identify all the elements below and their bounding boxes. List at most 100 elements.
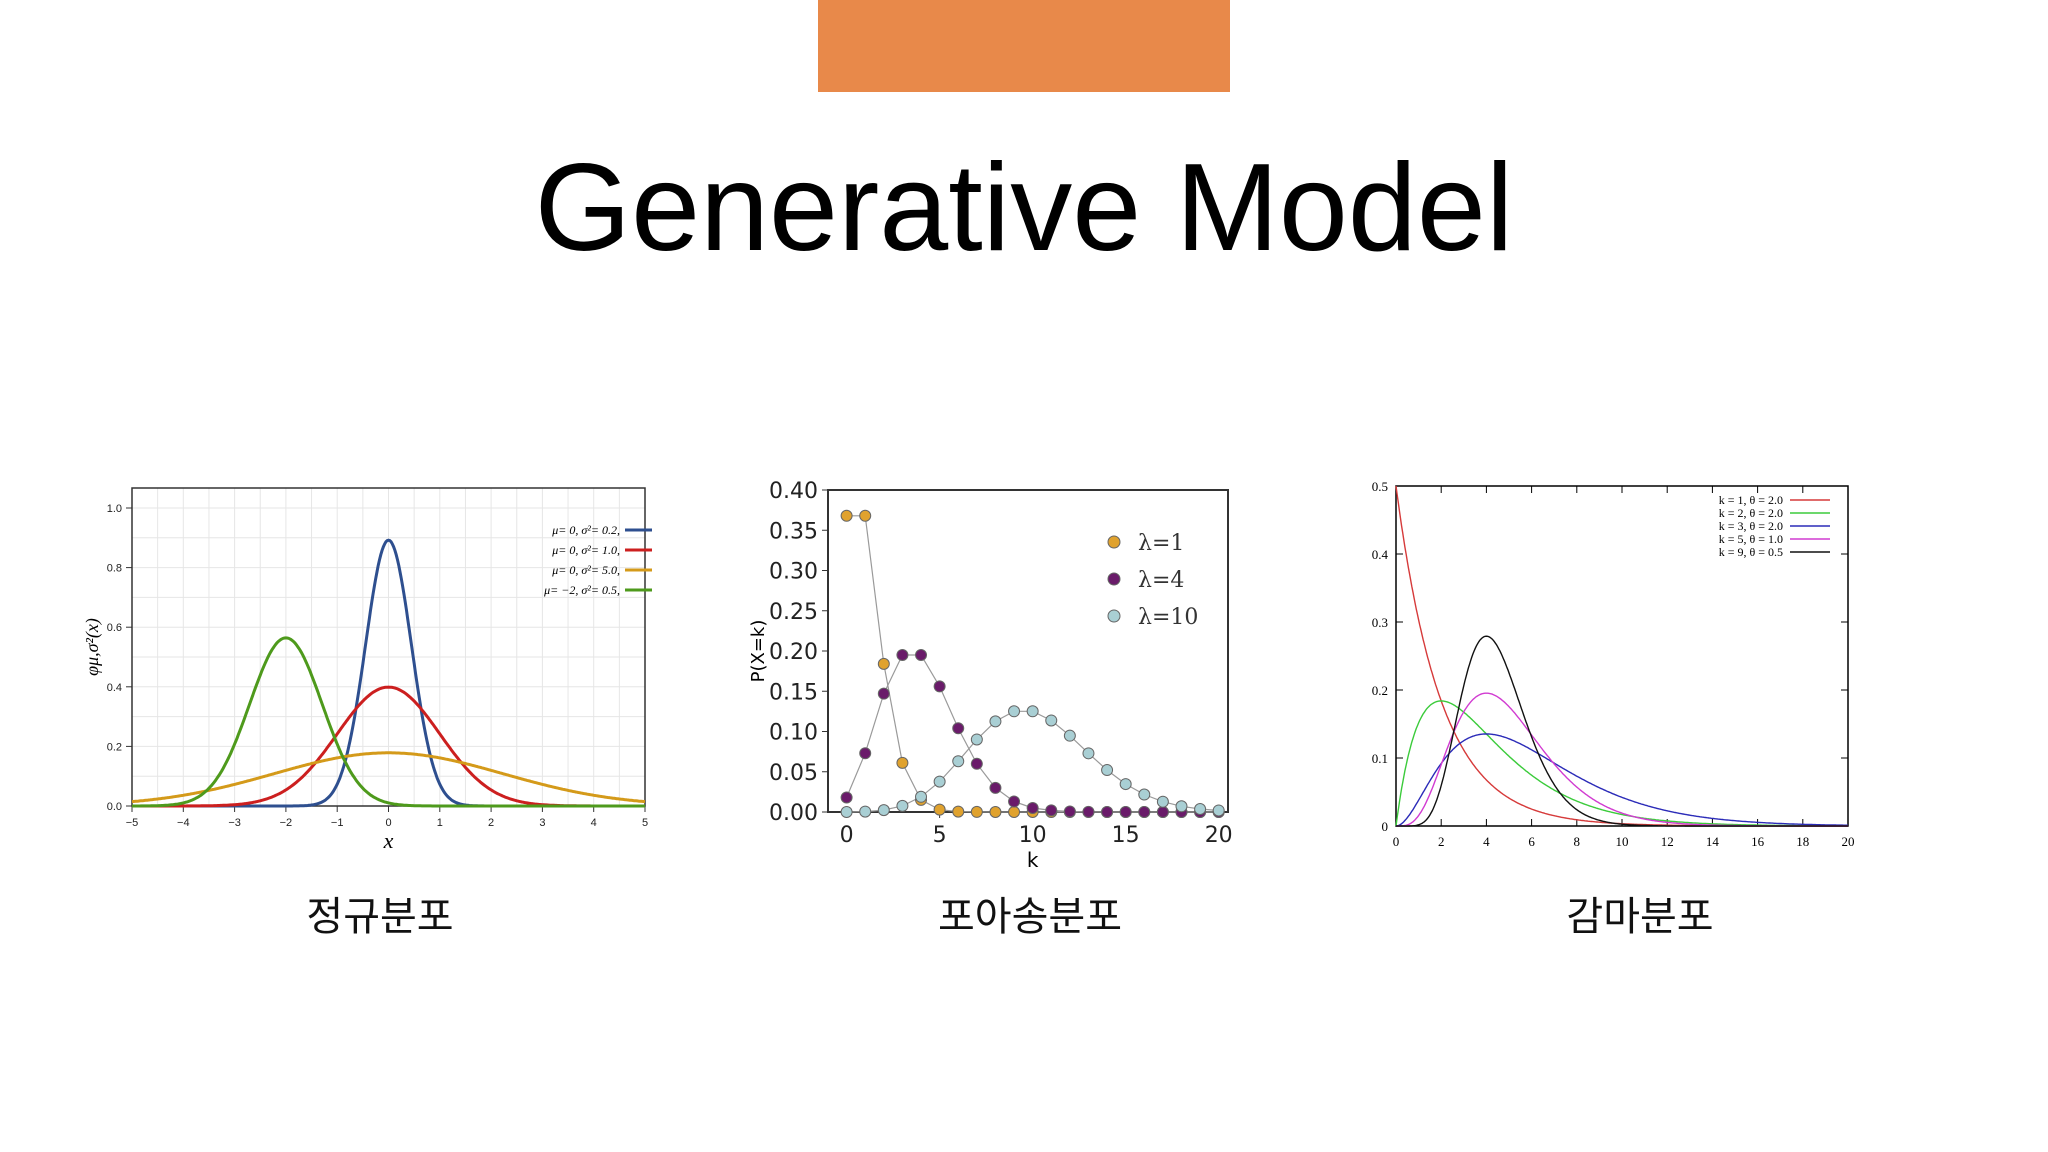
- series-curve: [1395, 700, 1848, 827]
- y-tick-label: 0.35: [769, 519, 818, 544]
- y-tick-label: 0.4: [1372, 547, 1389, 562]
- legend-label: λ=1: [1138, 531, 1184, 556]
- y-tick-label: 0.1: [1372, 751, 1388, 766]
- x-tick-label: 16: [1751, 834, 1765, 849]
- y-tick-label: 0.0: [107, 801, 122, 813]
- y-tick-label: 0.15: [769, 680, 818, 705]
- data-point: [989, 715, 1002, 728]
- normal-distribution-chart: −5 −4 −3 −2 −1 0 1 2 3 4 5 0.0 0.2 0.4 0.6 0.8 1.0 x φμ,σ²…: [80, 478, 670, 858]
- data-point: [933, 775, 946, 788]
- x-tick-label: 18: [1796, 834, 1809, 849]
- data-point: [970, 757, 983, 770]
- data-point: [1082, 805, 1095, 818]
- legend-label: k = 2, θ = 2.0: [1719, 506, 1783, 520]
- series-curve: [131, 751, 646, 804]
- caption-gamma: 감마분포: [1566, 894, 1714, 940]
- y-axis-label: φμ,σ²(x): [82, 618, 103, 676]
- data-point: [1008, 795, 1021, 808]
- data-point: [970, 805, 983, 818]
- y-tick-label: 0.5: [1372, 479, 1388, 494]
- legend-label: λ=4: [1138, 568, 1184, 593]
- data-point: [1119, 806, 1132, 818]
- data-point: [859, 747, 872, 760]
- y-tick-label: 0.40: [769, 479, 818, 504]
- x-tick-label: −2: [280, 817, 293, 829]
- data-point: [1045, 804, 1058, 817]
- data-point: [989, 781, 1002, 794]
- data-point: [1026, 801, 1039, 814]
- x-tick-label: −5: [126, 817, 139, 829]
- data-point: [1063, 805, 1076, 818]
- legend-label: k = 5, θ = 1.0: [1719, 532, 1783, 546]
- data-point: [915, 649, 928, 662]
- caption-normal: 정규분포: [306, 894, 454, 940]
- x-tick-label: 14: [1706, 834, 1720, 849]
- legend-label: μ= 0, σ²= 1.0,: [551, 543, 620, 557]
- x-axis-label: k: [1027, 848, 1039, 870]
- data-point: [1101, 764, 1114, 777]
- x-tick-label: 20: [1842, 834, 1855, 849]
- x-tick-label: 4: [591, 817, 597, 829]
- caption-poisson: 포아송분포: [938, 894, 1122, 940]
- y-tick-label: 0.4: [107, 682, 122, 694]
- x-tick-label: 1: [437, 817, 443, 829]
- data-point: [1138, 788, 1151, 801]
- data-point: [989, 806, 1002, 818]
- data-point: [877, 657, 890, 670]
- data-point: [1063, 729, 1076, 742]
- x-tick-label: 8: [1574, 834, 1581, 849]
- data-point: [952, 755, 965, 768]
- data-point: [1045, 714, 1058, 727]
- slide-title: Generative Model: [534, 139, 1514, 277]
- data-point: [1119, 778, 1132, 791]
- y-tick-label: 0.6: [107, 622, 122, 634]
- x-tick-label: 4: [1483, 834, 1490, 849]
- data-point: [896, 799, 909, 812]
- legend-label: μ= 0, σ²= 5.0,: [551, 563, 620, 577]
- y-tick-label: 0.05: [769, 761, 818, 786]
- y-tick-label: 0.8: [107, 563, 122, 575]
- data-point: [877, 687, 890, 700]
- legend-label: μ= −2, σ²= 0.5,: [543, 583, 620, 597]
- y-tick-label: 0.2: [107, 741, 122, 753]
- x-tick-label: 20: [1205, 823, 1233, 848]
- data-point: [1008, 705, 1021, 718]
- x-tick-label: 5: [933, 823, 947, 848]
- y-tick-label: 0.30: [769, 560, 818, 585]
- legend-label: λ=10: [1138, 605, 1198, 630]
- data-point: [877, 804, 890, 817]
- x-tick-label: 3: [539, 817, 545, 829]
- data-point: [1082, 747, 1095, 760]
- x-tick-label: 10: [1616, 834, 1629, 849]
- data-point: [952, 722, 965, 735]
- y-tick-label: 0: [1382, 819, 1389, 834]
- series-curve: [1395, 733, 1848, 827]
- series-line: [846, 654, 1219, 813]
- data-point: [1212, 804, 1225, 817]
- x-tick-label: −4: [177, 817, 190, 829]
- data-point: [952, 805, 965, 818]
- legend-label: k = 1, θ = 2.0: [1719, 493, 1783, 507]
- data-point: [1194, 803, 1207, 816]
- data-point: [1008, 806, 1021, 818]
- series-curve: [132, 636, 645, 808]
- data-point: [840, 791, 853, 804]
- x-tick-label: 12: [1661, 834, 1674, 849]
- x-tick-label: 0: [1393, 834, 1400, 849]
- series-curve: [1396, 635, 1848, 827]
- x-tick-label: 10: [1019, 823, 1047, 848]
- data-point: [840, 509, 853, 522]
- x-tick-label: 5: [642, 817, 648, 829]
- data-point: [840, 806, 853, 818]
- y-tick-label: 0.10: [769, 721, 818, 746]
- data-point: [1175, 800, 1188, 813]
- data-point: [896, 649, 909, 662]
- x-tick-label: 0: [840, 823, 854, 848]
- x-tick-label: 6: [1528, 834, 1535, 849]
- x-tick-label: −1: [331, 817, 344, 829]
- y-tick-label: 0.25: [769, 600, 818, 625]
- data-point: [915, 790, 928, 803]
- y-tick-label: 1.0: [107, 503, 122, 515]
- poisson-distribution-chart: 0 5 10 15 20 0.00 0.05 0.10 0.15 0.20 0.25 0.30 0.35…: [748, 470, 1248, 870]
- x-tick-label: 2: [488, 817, 494, 829]
